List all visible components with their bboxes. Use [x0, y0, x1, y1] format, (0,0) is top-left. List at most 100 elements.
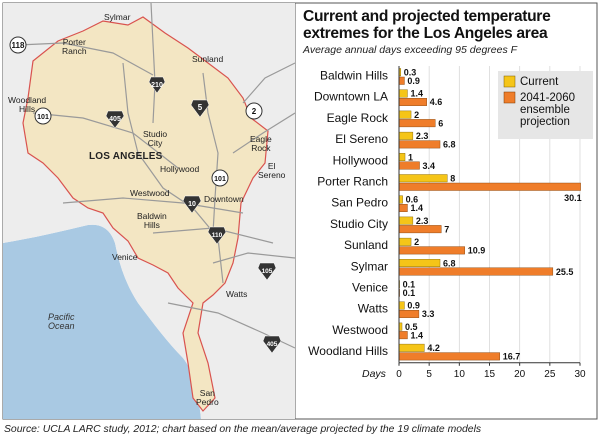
- value-label-projected: 0.9: [407, 76, 420, 86]
- map-label-watts: Watts: [226, 289, 248, 299]
- map-label-pacific-ocean: Pacific Ocean: [48, 312, 75, 331]
- value-label-projected: 6: [438, 118, 443, 128]
- bar-projected: [398, 97, 427, 106]
- chart-row: Woodland Hills 4.2 16.7: [308, 343, 520, 362]
- value-label-current: 0.5: [405, 322, 418, 332]
- value-label-current: 8: [450, 174, 455, 184]
- highway-shield-105: 105: [257, 262, 277, 281]
- bar-projected: [398, 76, 405, 85]
- map-label-san-pedro: San Pedro: [196, 388, 219, 407]
- legend-swatch-projected: [503, 91, 516, 104]
- value-label-projected: 30.1: [564, 193, 582, 203]
- bar-current: [398, 259, 441, 267]
- chart-row: Venice 0.10.1: [352, 280, 415, 299]
- legend-label-line: ensemble: [520, 104, 570, 116]
- category-label: Venice: [352, 281, 388, 295]
- value-label-current: 2.3: [416, 131, 429, 141]
- value-label-current: 0.1: [403, 280, 416, 290]
- bar-projected: [398, 203, 408, 212]
- city-of-los-angeles: [22, 16, 269, 412]
- category-label: Sylmar: [351, 259, 388, 273]
- category-label: Studio City: [330, 217, 388, 231]
- bar-projected: [398, 182, 581, 191]
- bar-projected: [398, 310, 420, 318]
- chart-row: Sunland 2 10.9: [344, 237, 485, 256]
- category-label: Porter Ranch: [317, 175, 388, 189]
- map-label-woodland-hills: Woodland Hills: [8, 95, 47, 114]
- value-label-current: 2: [414, 237, 419, 247]
- bar-current: [398, 195, 403, 204]
- chart-row: San Pedro 0.61.4: [331, 195, 423, 214]
- highway-shield-405-south: 405: [262, 335, 282, 354]
- x-tick-label: 25: [544, 369, 556, 380]
- value-label-projected: 25.5: [556, 267, 574, 277]
- value-label-projected: 1.4: [410, 203, 423, 213]
- highway-105-label: 105: [262, 268, 273, 275]
- bar-current: [398, 131, 414, 140]
- value-label-projected: 6.8: [443, 140, 456, 150]
- highway-shield-10: 10: [182, 195, 202, 214]
- map-label-los-angeles: LOS ANGELES: [89, 151, 163, 162]
- highway-5-label: 5: [198, 103, 203, 112]
- map-label-downtown: Downtown: [204, 194, 244, 204]
- legend-label-line: projection: [520, 116, 570, 128]
- legend-label-projected: 2041-2060 ensemble projection: [520, 92, 575, 128]
- highway-210-label: 210: [151, 82, 163, 89]
- chart-title: Current and projected temperature extrem…: [303, 8, 551, 42]
- value-label-current: 6.8: [443, 258, 456, 268]
- x-tick-label: 20: [514, 369, 526, 380]
- bar-current: [398, 153, 406, 162]
- highway-shield-2: 2: [245, 102, 263, 120]
- bar-projected: [398, 267, 554, 276]
- map-label-eagle-rock: Eagle Rock: [250, 134, 272, 153]
- chart-legend: Current 2041-2060 ensemble projection: [498, 71, 593, 139]
- value-label-current: 0.3: [404, 68, 417, 78]
- value-label-current: 1.4: [410, 89, 423, 99]
- value-label-projected: 1.4: [410, 330, 423, 340]
- x-tick-label: 10: [454, 369, 466, 380]
- category-label: Watts: [358, 302, 388, 316]
- bar-current: [398, 343, 425, 352]
- highway-101-west-label: 101: [37, 114, 49, 121]
- bar-projected: [398, 246, 465, 255]
- chart-row: Watts 0.93.3: [358, 301, 435, 320]
- value-label-projected: 7: [444, 224, 449, 234]
- bar-projected: [398, 161, 420, 170]
- value-label-current: 0.6: [406, 195, 419, 205]
- chart-row: Baldwin Hills 0.30.9: [320, 68, 420, 87]
- bar-current: [398, 110, 412, 119]
- highway-shield-210: 210: [148, 76, 166, 94]
- category-label: Baldwin Hills: [320, 69, 388, 83]
- value-label-current: 0.9: [407, 301, 420, 311]
- highway-405-north-label: 405: [109, 116, 121, 123]
- category-label: El Sereno: [335, 132, 388, 146]
- pacific-ocean-water: [3, 224, 201, 419]
- value-label-projected: 4.6: [430, 97, 443, 107]
- legend-label-line: 2041-2060: [520, 92, 575, 104]
- value-label-projected: 10.9: [468, 246, 486, 256]
- value-label-current: 4.2: [427, 343, 440, 353]
- value-label-current: 1: [408, 152, 413, 162]
- bar-projected: [398, 119, 436, 128]
- x-tick-label: 30: [574, 369, 586, 380]
- map-label-studio-city: Studio City: [143, 129, 168, 148]
- category-label: Hollywood: [333, 153, 388, 167]
- chart-x-axis: 0 5 10 15 20 25 30 Days: [362, 66, 586, 380]
- value-label-projected: 0.1: [403, 288, 416, 298]
- category-label: San Pedro: [331, 196, 388, 210]
- chart-row: Sylmar 6.8 25.5: [351, 258, 574, 277]
- legend-label-current: Current: [520, 76, 559, 88]
- value-label-projected: 3.3: [422, 309, 435, 319]
- value-label-current: 2: [414, 110, 419, 120]
- highway-shield-118: 118: [9, 36, 27, 54]
- map-label-westwood: Westwood: [130, 188, 170, 198]
- category-label: Woodland Hills: [308, 344, 388, 358]
- x-tick-label: 0: [396, 369, 402, 380]
- value-label-projected: 3.4: [423, 161, 436, 171]
- bar-projected: [398, 140, 441, 149]
- map-label-porter-ranch: Porter Ranch: [62, 37, 87, 56]
- highway-118-label: 118: [12, 41, 25, 50]
- map-label-venice: Venice: [112, 252, 138, 262]
- bar-current: [398, 174, 448, 183]
